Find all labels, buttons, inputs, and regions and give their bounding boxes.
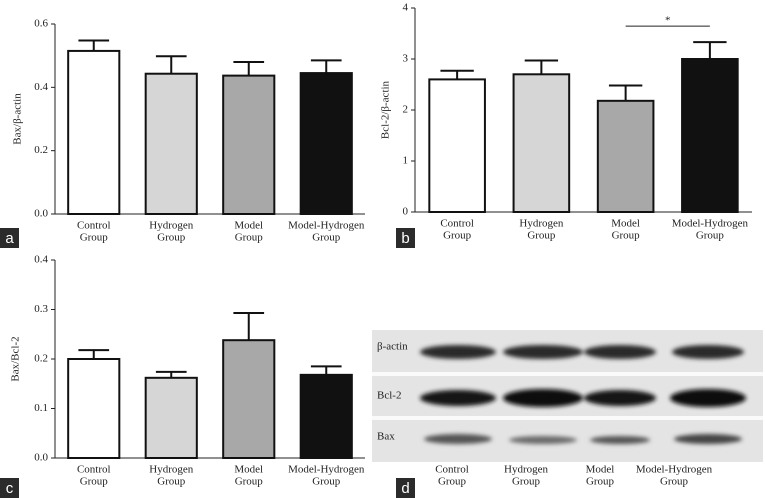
bar bbox=[428, 78, 486, 214]
panel-label: b bbox=[401, 230, 409, 247]
x-tick-label: Model bbox=[234, 464, 263, 476]
x-tick-label: Model-Hydrogen bbox=[288, 464, 365, 476]
y-tick-label: 0.2 bbox=[34, 144, 48, 156]
significance-label: * bbox=[665, 15, 671, 27]
bar bbox=[67, 49, 121, 215]
bar bbox=[222, 339, 276, 459]
x-tick-label: Group bbox=[438, 476, 467, 488]
y-tick-label: 0 bbox=[403, 206, 409, 218]
y-tick-label: 1 bbox=[403, 155, 409, 167]
blot-gap bbox=[372, 372, 763, 376]
x-tick-label: Control bbox=[440, 218, 474, 230]
x-tick-label: Control bbox=[435, 464, 469, 476]
bar bbox=[596, 99, 655, 213]
bar bbox=[144, 376, 198, 459]
y-axis-label: Bcl-2/β-actin bbox=[380, 80, 392, 139]
y-tick-label: 0.4 bbox=[34, 81, 48, 93]
x-tick-label: Group bbox=[312, 232, 341, 244]
blot-row-label: Bcl-2 bbox=[377, 390, 401, 402]
bar bbox=[222, 74, 276, 215]
panel-label-box bbox=[396, 228, 415, 248]
panel-label: c bbox=[6, 480, 14, 497]
y-tick-label: 0.4 bbox=[34, 254, 48, 266]
panel-label: d bbox=[401, 480, 409, 497]
bar bbox=[67, 358, 121, 459]
x-tick-label: Model bbox=[611, 218, 640, 230]
x-tick-label: Group bbox=[443, 230, 472, 242]
x-tick-label: Hydrogen bbox=[149, 220, 193, 232]
y-tick-label: 0.6 bbox=[34, 18, 48, 30]
x-tick-label: Group bbox=[612, 230, 641, 242]
y-tick-label: 0.0 bbox=[34, 208, 48, 220]
blot-bands bbox=[420, 345, 746, 444]
x-tick-label: Control bbox=[77, 464, 111, 476]
blot-row-label: Bax bbox=[377, 431, 395, 443]
x-tick-label: Group bbox=[696, 230, 725, 242]
x-tick-label: Group bbox=[660, 476, 689, 488]
y-tick-label: 0.0 bbox=[34, 452, 48, 464]
x-tick-label: Group bbox=[80, 232, 109, 244]
x-tick-label: Group bbox=[80, 476, 109, 488]
x-tick-label: Group bbox=[235, 476, 264, 488]
y-tick-label: 0.3 bbox=[34, 303, 48, 315]
y-axis-label: Bax/β-actin bbox=[12, 93, 24, 145]
bar bbox=[512, 73, 571, 213]
x-tick-label: Group bbox=[512, 476, 541, 488]
x-tick-label: Group bbox=[527, 230, 556, 242]
y-tick-label: 4 bbox=[403, 2, 409, 14]
x-tick-label: Group bbox=[157, 476, 186, 488]
blot-gap bbox=[372, 416, 763, 420]
x-tick-label: Model bbox=[234, 220, 263, 232]
x-tick-label: Model-Hydrogen bbox=[288, 220, 365, 232]
x-tick-label: Group bbox=[586, 476, 615, 488]
x-tick-label: Model-Hydrogen bbox=[672, 218, 749, 230]
y-tick-label: 2 bbox=[403, 104, 409, 116]
y-tick-label: 0.2 bbox=[34, 353, 48, 365]
panel-label-box bbox=[396, 478, 415, 498]
x-tick-label: Model-Hydrogen bbox=[636, 464, 713, 476]
x-tick-label: Hydrogen bbox=[149, 464, 193, 476]
x-tick-label: Control bbox=[77, 220, 111, 232]
y-tick-label: 3 bbox=[403, 53, 409, 65]
bar bbox=[681, 58, 739, 213]
x-tick-label: Model bbox=[586, 464, 615, 476]
y-axis-label: Bax/Bcl-2 bbox=[10, 336, 22, 381]
bar bbox=[299, 72, 353, 216]
x-tick-label: Group bbox=[157, 232, 186, 244]
panel-label-box bbox=[0, 478, 19, 498]
y-tick-label: 0.1 bbox=[34, 402, 48, 414]
bar bbox=[144, 72, 198, 216]
panel-label-box bbox=[0, 228, 19, 248]
x-tick-label: Hydrogen bbox=[504, 464, 548, 476]
x-tick-label: Group bbox=[312, 476, 341, 488]
blot-row-label: β-actin bbox=[377, 341, 408, 353]
x-tick-label: Group bbox=[235, 232, 264, 244]
bar bbox=[299, 373, 353, 459]
x-tick-label: Hydrogen bbox=[519, 218, 563, 230]
panel-label: a bbox=[5, 230, 14, 247]
